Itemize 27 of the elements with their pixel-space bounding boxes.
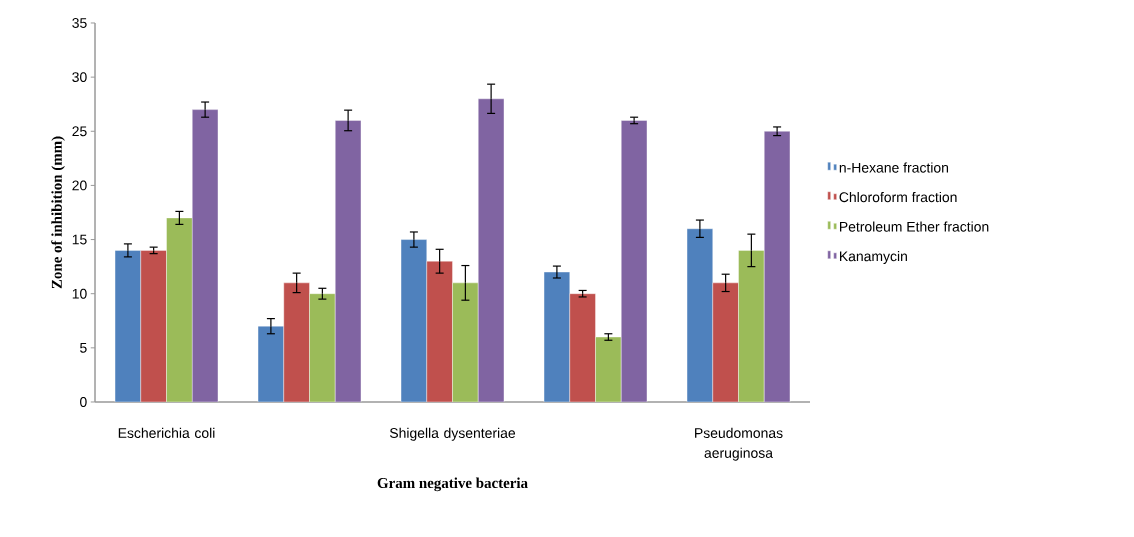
legend-label: Petroleum Ether fraction (839, 221, 989, 232)
bar (257, 325, 284, 402)
bar (192, 109, 219, 402)
y-tick-label: 5 (80, 342, 87, 353)
x-tick-label: Escherichia coli (118, 427, 215, 438)
legend-label: Kanamycin (839, 250, 907, 264)
x-axis-title: Gram negative bacteria (377, 477, 528, 492)
y-tick-label: 10 (72, 288, 87, 299)
y-axis-title: Zone of inhibition (mm) (51, 136, 65, 289)
x-tick-label: Shigella dysenteriae (389, 427, 516, 441)
y-tick-label: 25 (72, 126, 87, 137)
x-tick-label: Pseudomonas aeruginosa (695, 427, 783, 461)
y-tick-label: 30 (72, 72, 87, 83)
legend-label: n-Hexane fraction (839, 162, 949, 173)
y-tick-label: 35 (72, 18, 87, 28)
y-tick-label: 0 (80, 397, 87, 407)
bar (335, 120, 362, 402)
y-tick-label: 15 (72, 234, 87, 245)
bar (400, 239, 427, 402)
bar (686, 228, 713, 402)
legend-label: Chloroform fraction (839, 191, 957, 203)
bar (114, 250, 141, 402)
bar (478, 98, 505, 402)
bar (621, 120, 648, 402)
bar (764, 131, 791, 402)
bar (543, 271, 570, 402)
y-tick-label: 20 (72, 180, 87, 191)
